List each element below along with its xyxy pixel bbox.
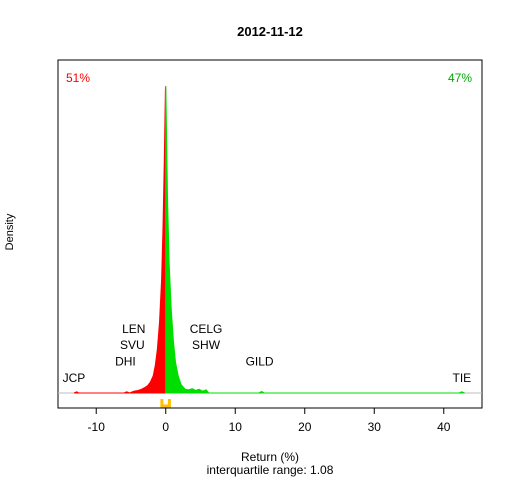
negative-share-label: 51% (66, 71, 90, 85)
x-tick-label: 40 (437, 420, 451, 434)
x-tick-label: 30 (368, 420, 382, 434)
plot-frame (57, 59, 483, 409)
x-tick-label: 0 (162, 420, 169, 434)
ticker-label: JCP (63, 371, 86, 385)
x-tick-label: 10 (229, 420, 243, 434)
negative-density-area (73, 86, 167, 394)
ticker-label: SHW (192, 338, 221, 352)
positive-share-label: 47% (448, 71, 472, 85)
chart-subtitle: interquartile range: 1.08 (207, 463, 334, 477)
plot-area: -10 0 10 20 30 40 JCP DHI SVU LEN CELG SHW GILD TIE (57, 59, 483, 434)
x-tick-label: -10 (88, 420, 106, 434)
ticker-label: LEN (122, 322, 145, 336)
chart-title: 2012-11-12 (237, 24, 303, 39)
ticker-label: SVU (120, 338, 145, 352)
x-axis-label: Return (%) (241, 450, 299, 464)
ticker-label: DHI (115, 354, 136, 368)
ticker-label: GILD (246, 354, 274, 368)
y-axis-label: Density (4, 213, 16, 250)
positive-density-area (165, 86, 465, 394)
ticker-label: TIE (453, 371, 472, 385)
interquartile-marker (160, 399, 171, 408)
ticker-label: CELG (190, 322, 223, 336)
x-tick-label: 20 (298, 420, 312, 434)
